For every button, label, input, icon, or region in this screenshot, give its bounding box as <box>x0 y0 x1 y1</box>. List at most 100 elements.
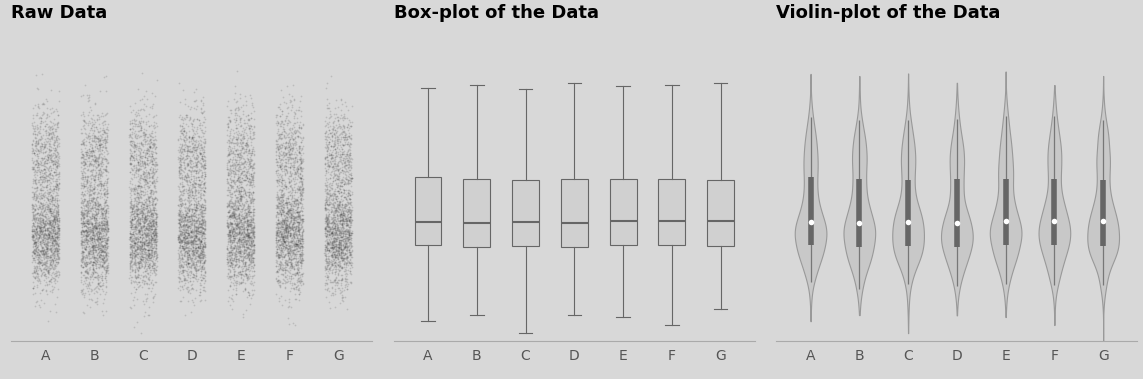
Point <box>127 113 145 119</box>
Point <box>85 183 103 189</box>
Point <box>95 241 113 247</box>
Point <box>86 202 104 208</box>
Point <box>336 260 354 266</box>
Point <box>98 221 117 227</box>
Point <box>138 183 157 189</box>
Point <box>271 265 289 271</box>
Point <box>86 211 104 218</box>
Point <box>97 284 115 290</box>
Point <box>89 254 107 260</box>
Point <box>221 199 239 205</box>
Point <box>286 154 304 160</box>
Point <box>82 242 101 248</box>
Point <box>143 151 161 157</box>
Point <box>34 286 53 292</box>
Point <box>242 125 261 132</box>
Point <box>325 232 343 238</box>
Point <box>128 235 146 241</box>
Point <box>35 266 54 272</box>
Point <box>130 190 149 196</box>
Point <box>243 150 262 156</box>
Point <box>145 241 163 247</box>
Point <box>32 242 50 248</box>
Point <box>234 276 253 282</box>
Point <box>179 174 198 180</box>
Point <box>274 277 293 283</box>
Point <box>75 127 94 133</box>
Point <box>38 179 56 185</box>
Point <box>41 152 59 158</box>
Point <box>125 120 143 126</box>
Point <box>82 244 101 250</box>
Point <box>90 249 109 255</box>
Point <box>29 260 47 266</box>
Point <box>143 217 161 223</box>
Point <box>240 176 258 182</box>
Point <box>285 140 303 146</box>
Point <box>190 182 208 188</box>
Point <box>275 135 294 141</box>
Point <box>342 123 360 129</box>
Point <box>120 241 138 247</box>
Point <box>137 169 155 175</box>
Point <box>281 276 299 282</box>
Point <box>23 226 41 232</box>
Point <box>93 210 111 216</box>
Point <box>335 236 353 243</box>
Point <box>328 182 346 188</box>
Point <box>133 159 151 165</box>
Point <box>48 142 66 148</box>
Point <box>95 127 113 133</box>
Point <box>72 263 90 269</box>
Point <box>322 230 341 236</box>
Point <box>326 235 344 241</box>
Point <box>337 141 355 147</box>
Point <box>182 232 200 238</box>
Point <box>277 145 295 151</box>
Point <box>289 210 307 216</box>
Point <box>141 251 159 257</box>
Point <box>223 252 241 258</box>
Point <box>337 228 355 234</box>
Point <box>30 223 48 229</box>
Point <box>130 243 149 249</box>
Point <box>177 186 195 192</box>
Point <box>143 180 161 186</box>
Point <box>179 182 198 188</box>
Point <box>233 230 251 236</box>
Point <box>142 232 160 238</box>
Point <box>179 230 198 236</box>
Point <box>34 207 53 213</box>
Point <box>179 260 198 266</box>
Point <box>30 265 48 271</box>
Point <box>227 285 246 291</box>
Point <box>321 130 339 136</box>
Point <box>170 236 189 242</box>
Point <box>136 238 154 244</box>
Point <box>240 234 258 240</box>
Point <box>238 216 256 222</box>
Point <box>48 198 66 204</box>
Point <box>179 251 198 257</box>
Point <box>290 232 309 238</box>
Point <box>126 239 144 245</box>
Point <box>317 246 335 252</box>
Point <box>145 163 163 169</box>
Point <box>75 208 94 215</box>
Point <box>176 236 194 242</box>
Point <box>291 168 310 174</box>
Point <box>33 177 51 183</box>
Point <box>137 232 155 238</box>
Point <box>183 179 201 185</box>
Point <box>89 228 107 234</box>
Point <box>337 231 355 237</box>
Point <box>79 258 97 265</box>
Point <box>98 245 117 251</box>
Point <box>96 237 114 243</box>
Point <box>98 186 117 192</box>
Point <box>231 218 249 224</box>
Point <box>136 216 154 222</box>
Point <box>221 263 239 269</box>
Point <box>222 220 240 226</box>
Point <box>97 218 115 224</box>
